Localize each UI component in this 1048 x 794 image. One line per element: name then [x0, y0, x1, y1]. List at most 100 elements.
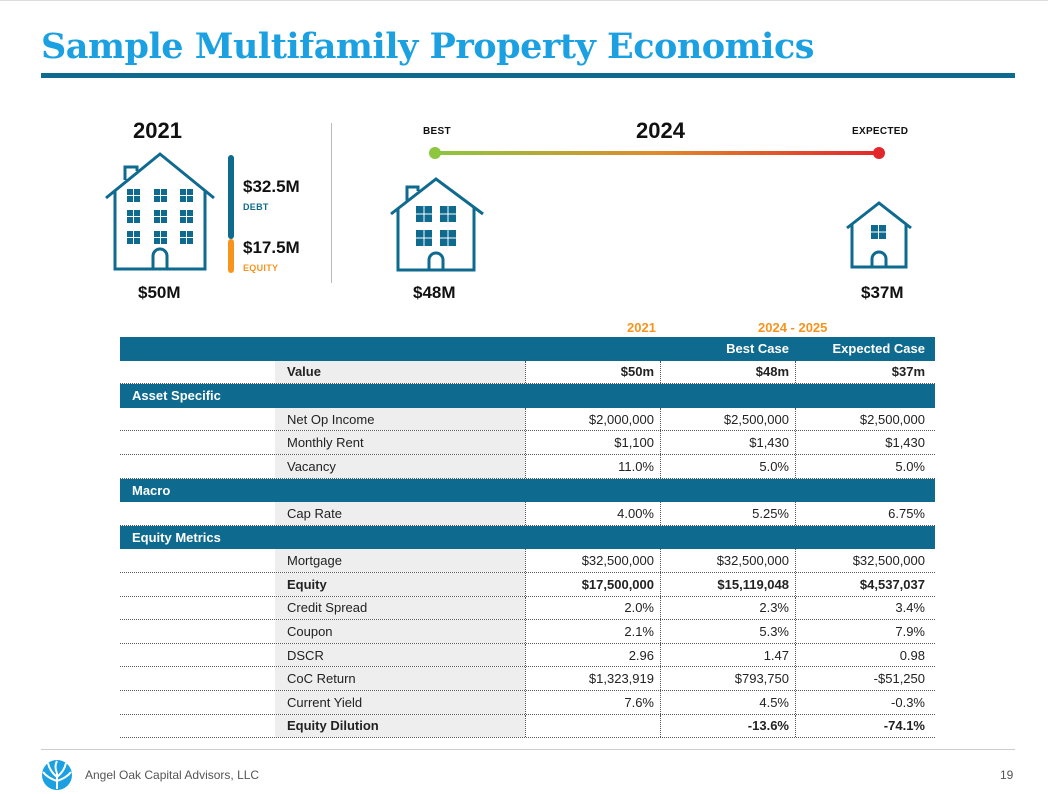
- expected-value: $37M: [861, 283, 904, 302]
- cell-expected: 7.9%: [795, 620, 935, 643]
- row-label: Equity: [275, 572, 525, 596]
- cell-2021: 2.1%: [525, 620, 660, 643]
- table-row: DSCR 2.96 1.47 0.98: [120, 643, 935, 668]
- table-row: Credit Spread 2.0% 2.3% 3.4%: [120, 596, 935, 621]
- row-label: Equity Dilution: [275, 714, 525, 738]
- table-row: Current Yield 7.6% 4.5% -0.3%: [120, 690, 935, 715]
- expected-label: EXPECTED: [852, 126, 909, 137]
- house-large-icon: [105, 152, 215, 271]
- cell-expected: -0.3%: [795, 690, 935, 714]
- table-row: Coupon 2.1% 5.3% 7.9%: [120, 620, 935, 644]
- cell-2021: 2.0%: [525, 596, 660, 620]
- debt-label: DEBT: [243, 202, 269, 212]
- economics-table: Best Case Expected Case Value $50m $48m …: [120, 337, 935, 739]
- cell-best: $32,500,000: [660, 549, 795, 572]
- cell-2021: $1,100: [525, 431, 660, 454]
- cell-best: 5.25%: [660, 502, 795, 525]
- cell-best: $48m: [660, 360, 795, 384]
- cell-best: 2.3%: [660, 596, 795, 620]
- footer-rule: [41, 749, 1015, 750]
- row-label: Vacancy: [275, 454, 525, 478]
- house-small-icon: [846, 201, 912, 269]
- table-row: CoC Return $1,323,919 $793,750 -$51,250: [120, 667, 935, 691]
- row-label: Coupon: [275, 620, 525, 643]
- angel-oak-logo-icon: [42, 760, 72, 790]
- section-title: Equity Metrics: [132, 530, 221, 546]
- cell-expected: -$51,250: [795, 667, 935, 690]
- title-underline: [41, 73, 1015, 78]
- cell-expected: 0.98: [795, 643, 935, 667]
- cell-best: -13.6%: [660, 714, 795, 738]
- row-label: Current Yield: [275, 690, 525, 714]
- cell-2021: 7.6%: [525, 690, 660, 714]
- cell-expected: $4,537,037: [795, 572, 935, 596]
- table-header-row: Best Case Expected Case: [120, 337, 935, 361]
- section-macro: Macro: [120, 478, 935, 503]
- value-2021: $50M: [138, 283, 181, 302]
- page-number: 19: [1000, 768, 1014, 782]
- cell-best: 5.0%: [660, 454, 795, 478]
- cell-best: $793,750: [660, 667, 795, 690]
- cell-2021: $32,500,000: [525, 549, 660, 572]
- row-label: CoC Return: [275, 667, 525, 690]
- section-title: Macro: [132, 482, 171, 498]
- equity-amount: $17.5M: [243, 238, 300, 257]
- cell-best: $15,119,048: [660, 572, 795, 596]
- table-row: Equity Dilution -13.6% -74.1%: [120, 714, 935, 739]
- value-row: Value $50m $48m $37m: [120, 360, 935, 385]
- cell-expected: 3.4%: [795, 596, 935, 620]
- cell-2021: 11.0%: [525, 454, 660, 478]
- table-row: Net Op Income $2,000,000 $2,500,000 $2,5…: [120, 407, 935, 432]
- top-border: [0, 0, 1048, 1]
- table-row: Vacancy 11.0% 5.0% 5.0%: [120, 454, 935, 479]
- header-expected-case: Expected Case: [832, 341, 926, 357]
- best-value: $48M: [413, 283, 456, 302]
- best-label: BEST: [423, 126, 451, 137]
- row-label: Cap Rate: [275, 502, 525, 525]
- cell-expected: 6.75%: [795, 502, 935, 525]
- section-asset-specific: Asset Specific: [120, 384, 935, 408]
- cell-best: 5.3%: [660, 620, 795, 643]
- table-row: Cap Rate 4.00% 5.25% 6.75%: [120, 502, 935, 526]
- cell-2021: 4.00%: [525, 502, 660, 525]
- year-2021-heading: 2021: [133, 118, 182, 143]
- cell-expected: $2,500,000: [795, 407, 935, 431]
- house-medium-icon: [390, 177, 484, 272]
- row-label: Net Op Income: [275, 407, 525, 431]
- cell-2021: $2,000,000: [525, 407, 660, 431]
- row-label: Value: [275, 360, 525, 384]
- cell-best: 1.47: [660, 643, 795, 667]
- row-label: Mortgage: [275, 549, 525, 572]
- debt-equity-bar: [228, 155, 234, 273]
- cell-best: $1,430: [660, 431, 795, 454]
- cell-2021: $1,323,919: [525, 667, 660, 690]
- column-group-2024: 2024 - 2025: [758, 320, 828, 335]
- table-row: Mortgage $32,500,000 $32,500,000 $32,500…: [120, 549, 935, 573]
- cell-best: 4.5%: [660, 690, 795, 714]
- panel-divider: [331, 123, 332, 283]
- row-label: Credit Spread: [275, 596, 525, 620]
- section-title: Asset Specific: [132, 388, 221, 404]
- table-row: Monthly Rent $1,100 $1,430 $1,430: [120, 431, 935, 455]
- company-name: Angel Oak Capital Advisors, LLC: [85, 768, 260, 782]
- cell-2021: $17,500,000: [525, 572, 660, 596]
- table-row: Equity $17,500,000 $15,119,048 $4,537,03…: [120, 572, 935, 597]
- page-title: Sample Multifamily Property Economics: [41, 26, 814, 67]
- cell-expected: 5.0%: [795, 454, 935, 478]
- scenario-gradient-line: [429, 147, 885, 159]
- header-best-case: Best Case: [726, 341, 789, 357]
- debt-amount: $32.5M: [243, 177, 300, 196]
- expected-marker: [873, 147, 885, 159]
- cell-2021: 2.96: [525, 643, 660, 667]
- cell-expected: -74.1%: [795, 714, 935, 738]
- section-equity-metrics: Equity Metrics: [120, 525, 935, 550]
- best-marker: [429, 147, 441, 159]
- row-label: Monthly Rent: [275, 431, 525, 454]
- cell-expected: $37m: [795, 360, 935, 384]
- cell-2021: [525, 714, 660, 738]
- equity-bar-segment: [228, 239, 234, 273]
- cell-expected: $1,430: [795, 431, 935, 454]
- equity-label: EQUITY: [243, 263, 279, 273]
- cell-best: $2,500,000: [660, 407, 795, 431]
- cell-2021: $50m: [525, 360, 660, 384]
